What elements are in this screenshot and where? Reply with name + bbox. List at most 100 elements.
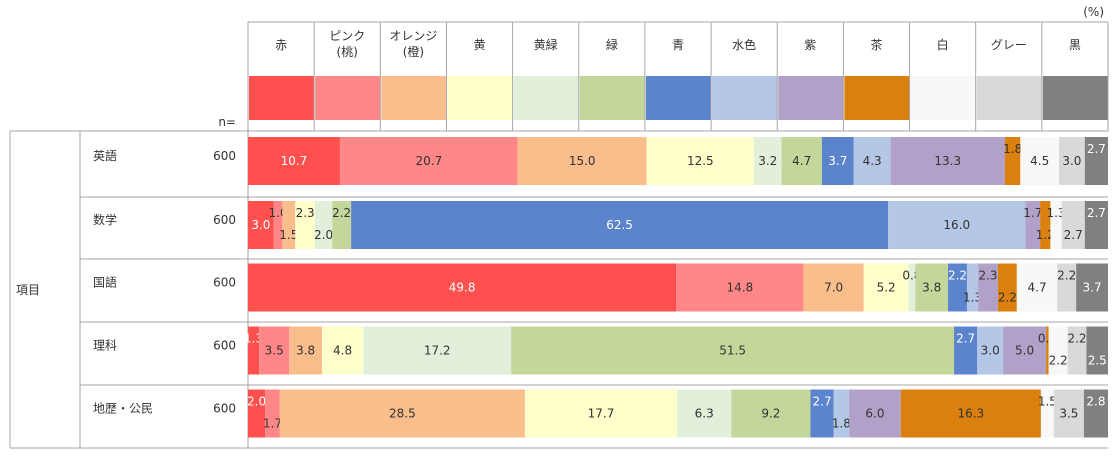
bar-segment-4-3	[524, 389, 678, 438]
data-label-1-5: 2.2	[332, 206, 351, 220]
data-label-4-10: 1.5	[1038, 395, 1057, 409]
column-header-9: 茶	[870, 37, 882, 52]
bar-segment-3-0	[248, 326, 260, 375]
data-label-2-2: 7.0	[824, 281, 843, 295]
data-label-0-4: 3.2	[758, 154, 777, 168]
bar-segment-3-1	[259, 326, 290, 375]
bar-segment-3-2	[289, 326, 322, 375]
data-label-0-2: 15.0	[569, 154, 596, 168]
bar-segment-1-4	[315, 201, 333, 249]
bar-segment-2-12	[1076, 263, 1108, 312]
row-label-3: 理科	[93, 339, 117, 353]
column-header-0: 赤	[275, 38, 287, 52]
swatch-6	[645, 76, 712, 120]
swatch-0	[249, 76, 315, 120]
row-label-1: 数学	[93, 212, 117, 227]
data-label-2-11: 2.2	[1057, 269, 1076, 283]
data-label-4-8: 6.0	[865, 407, 884, 421]
data-label-4-7: 1.8	[832, 417, 851, 431]
row-n-3: 600	[213, 339, 236, 353]
column-header-5: 緑	[606, 37, 618, 52]
row-n-4: 600	[213, 402, 236, 416]
column-header-2: オレンジ(橙)	[389, 29, 437, 59]
bar-segment-0-11	[1059, 137, 1085, 185]
column-header-10: 白	[937, 37, 949, 52]
group-label: 項目	[16, 283, 40, 297]
bar-segment-1-8	[1025, 201, 1041, 249]
data-label-0-9: 1.8	[1003, 142, 1022, 156]
row-n-1: 600	[213, 213, 236, 227]
bar-segment-0-8	[890, 137, 1005, 185]
bar-segment-2-9	[997, 263, 1017, 312]
column-header-1: ピンク(桃)	[329, 29, 365, 59]
column-header-3: 黄	[474, 38, 486, 52]
bar-segment-1-1	[273, 201, 283, 249]
bar-segment-3-9	[1046, 326, 1049, 375]
bar-segment-1-6	[351, 201, 889, 249]
bar-segment-0-1	[339, 137, 518, 185]
bar-segment-3-6	[954, 326, 978, 375]
bar-row-3: 理科 600 1.33.5 3.8 4.8 17.2 51.52.73.0 5.00.32.2…	[93, 326, 1108, 375]
bar-segment-2-1	[676, 263, 804, 312]
bar-segment-2-4	[908, 263, 916, 312]
row-label-4: 地歴・公民	[93, 402, 153, 416]
data-label-1-10: 1.3	[1046, 206, 1065, 220]
bar-segment-4-8	[849, 389, 901, 438]
bar-row-0: 英語 600 10.7 20.7 15.0 12.5 3.2 4.7 3.7 4.3 13.3 1.8…	[93, 137, 1108, 185]
bar-segment-0-6	[821, 137, 854, 185]
bar-segment-2-11	[1057, 263, 1077, 312]
bar-segment-2-8	[978, 263, 998, 312]
data-label-3-10: 2.2	[1049, 354, 1068, 368]
column-header-4: 黄緑	[534, 37, 558, 52]
bar-segment-2-3	[863, 263, 909, 312]
bar-segment-4-2	[279, 389, 525, 438]
data-label-4-11: 3.5	[1059, 407, 1078, 421]
bar-segment-4-11	[1053, 389, 1084, 438]
data-label-1-3: 2.3	[296, 206, 315, 220]
bar-segment-4-10	[1040, 389, 1054, 438]
bar-segment-1-11	[1061, 201, 1085, 249]
bar-segment-1-0	[248, 201, 274, 249]
swatch-1	[315, 76, 381, 120]
bar-segment-4-4	[677, 389, 732, 438]
data-label-4-4: 6.3	[695, 407, 714, 421]
data-label-2-6: 2.2	[948, 269, 967, 283]
bar-segment-0-7	[853, 137, 891, 185]
bar-segment-3-7	[977, 326, 1004, 375]
data-label-4-9: 16.3	[957, 407, 984, 421]
data-label-2-8: 2.3	[978, 269, 997, 283]
bar-segment-4-5	[731, 389, 811, 438]
data-label-2-0: 49.8	[449, 281, 476, 295]
data-label-0-12: 2.7	[1087, 142, 1106, 156]
bar-segment-1-5	[332, 201, 352, 249]
data-label-4-5: 9.2	[761, 407, 780, 421]
bar-segment-0-9	[1004, 137, 1021, 185]
bar-segment-0-0	[248, 137, 340, 185]
data-label-0-6: 3.7	[828, 154, 847, 168]
bar-segment-4-1	[265, 389, 280, 438]
swatch-3	[447, 76, 513, 120]
data-label-1-12: 2.7	[1087, 206, 1106, 220]
n-label: n=	[218, 115, 236, 129]
data-label-0-10: 4.5	[1030, 154, 1049, 168]
data-label-3-12: 2.5	[1088, 354, 1107, 368]
swatch-2	[381, 76, 447, 120]
data-label-1-4: 2.0	[314, 228, 333, 242]
bar-segment-1-10	[1050, 201, 1062, 249]
row-n-0: 600	[213, 149, 236, 163]
bar-segment-0-3	[646, 137, 755, 185]
data-label-2-5: 3.8	[922, 281, 941, 295]
swatch-10	[910, 76, 976, 120]
data-label-4-6: 2.7	[813, 395, 832, 409]
data-label-0-7: 4.3	[863, 154, 882, 168]
bar-segment-1-9	[1040, 201, 1051, 249]
bar-segment-4-12	[1083, 389, 1108, 438]
unit-label: (%)	[1083, 5, 1104, 19]
bar-segment-2-2	[803, 263, 864, 312]
data-label-0-3: 12.5	[687, 154, 714, 168]
column-header-8: 紫	[804, 38, 816, 52]
data-label-1-6: 62.5	[606, 218, 633, 232]
column-header-11: グレー	[991, 38, 1027, 52]
data-label-4-0: 2.0	[247, 395, 266, 409]
